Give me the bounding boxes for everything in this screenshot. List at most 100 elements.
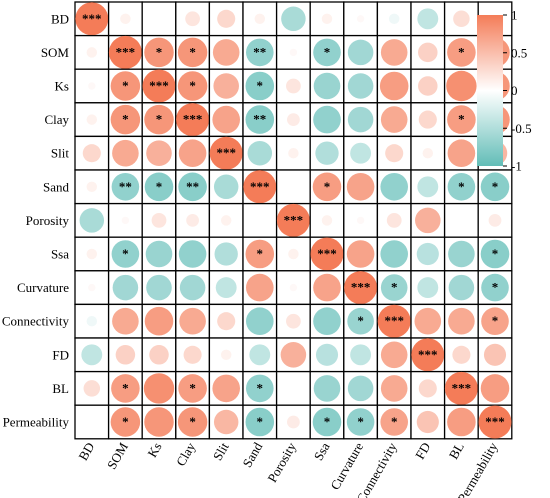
correlation-circle [289, 48, 298, 57]
matrix-cell: *** [208, 135, 244, 171]
significance-marker: * [492, 280, 499, 295]
matrix-cell: ** [242, 102, 278, 138]
correlation-circle [448, 274, 475, 301]
row-label: Sand [43, 179, 70, 194]
significance-marker: *** [384, 313, 404, 328]
correlation-circle [177, 407, 208, 437]
matrix-cell [208, 236, 244, 272]
matrix-cell [410, 202, 446, 238]
significance-marker: * [492, 246, 499, 261]
matrix-cell [376, 34, 412, 70]
correlation-circle [418, 379, 437, 398]
correlation-circle [388, 13, 400, 25]
row-label: FD [52, 347, 69, 362]
correlation-circle [415, 207, 441, 234]
column-label: Sand [239, 439, 265, 469]
matrix-cell [410, 68, 446, 104]
correlation-circle [447, 173, 476, 201]
correlation-circle [149, 345, 169, 365]
correlation-circle [86, 181, 98, 193]
correlation-circle [209, 136, 243, 170]
matrix-cell [477, 337, 513, 373]
correlation-circle [312, 172, 342, 202]
cell-border [275, 270, 311, 306]
matrix-cell [309, 68, 345, 104]
correlation-circle [111, 173, 140, 201]
row-labels: BD SOM Ks Clay Slit Sand Porosity Ssa Curvature C… [2, 11, 70, 429]
correlation-circle [144, 172, 174, 202]
correlation-circle [245, 38, 274, 67]
matrix-cell [343, 202, 379, 238]
correlation-circle [112, 274, 139, 301]
correlation-circle [276, 203, 310, 237]
correlation-circle [144, 104, 174, 135]
correlation-circle [313, 105, 341, 134]
correlation-circle [453, 10, 470, 28]
correlation-circle [448, 307, 475, 335]
correlation-circle [281, 6, 306, 32]
significance-marker: *** [284, 212, 304, 227]
matrix-cell [141, 303, 177, 339]
matrix-cell [376, 102, 412, 138]
matrix-cells: ****** * * ** * ** *** * ** * *** ** ****** * ** *** * * *… [74, 1, 513, 440]
significance-marker: *** [351, 280, 371, 295]
row-label: Permeability [3, 415, 70, 430]
matrix-cell [443, 1, 479, 37]
matrix-cell [208, 202, 244, 238]
matrix-cell [309, 337, 345, 373]
significance-marker: * [122, 78, 129, 93]
matrix-cell [141, 370, 177, 406]
matrix-cell [74, 337, 110, 373]
matrix-cell: * [477, 303, 513, 339]
matrix-cell: * [175, 404, 211, 440]
correlation-circle [321, 13, 333, 25]
row-label: BL [52, 381, 69, 396]
correlation-circle [86, 114, 98, 125]
matrix-cell [275, 34, 311, 70]
correlation-circle [287, 113, 300, 126]
matrix-cell [74, 236, 110, 272]
correlation-circle [347, 307, 374, 335]
column-label: Ks [144, 440, 164, 460]
correlation-circle [247, 140, 273, 166]
correlation-circle [313, 72, 341, 100]
correlation-circle [286, 313, 301, 329]
correlation-circle [183, 345, 202, 364]
matrix-cell: * [477, 169, 513, 205]
correlation-circle [287, 415, 300, 429]
correlation-circle [75, 2, 109, 36]
correlation-circle [315, 343, 339, 366]
row-label: Connectivity [2, 314, 70, 329]
correlation-circle [346, 408, 375, 436]
colorbar-gradient [477, 15, 503, 166]
correlation-circle [380, 375, 408, 402]
matrix-cell [410, 303, 446, 339]
matrix-cell [410, 404, 446, 440]
correlation-circle [386, 213, 402, 228]
correlation-circle [347, 39, 374, 66]
matrix-cell: *** [141, 68, 177, 104]
significance-marker: * [156, 112, 163, 127]
matrix-cell [208, 169, 244, 205]
matrix-cell [74, 303, 110, 339]
matrix-cell: * [107, 68, 143, 104]
correlation-circle [212, 105, 240, 134]
correlation-circle [286, 78, 301, 94]
matrix-cell [107, 303, 143, 339]
matrix-cell [141, 337, 177, 373]
correlation-circle [86, 248, 98, 260]
matrix-cell [275, 102, 311, 138]
matrix-cell [343, 68, 379, 104]
correlation-circle [217, 9, 236, 28]
correlation-circle [380, 240, 409, 268]
correlation-circle [350, 142, 372, 164]
cell-border [74, 34, 110, 70]
correlation-circle [176, 103, 210, 137]
matrix-cell [410, 169, 446, 205]
correlation-circle [418, 42, 438, 63]
matrix-cell: * [309, 34, 345, 70]
colorbar-tick-label: 0 [511, 83, 518, 98]
matrix-cell [275, 1, 311, 37]
significance-marker: * [257, 78, 264, 93]
correlation-circle [178, 240, 207, 268]
